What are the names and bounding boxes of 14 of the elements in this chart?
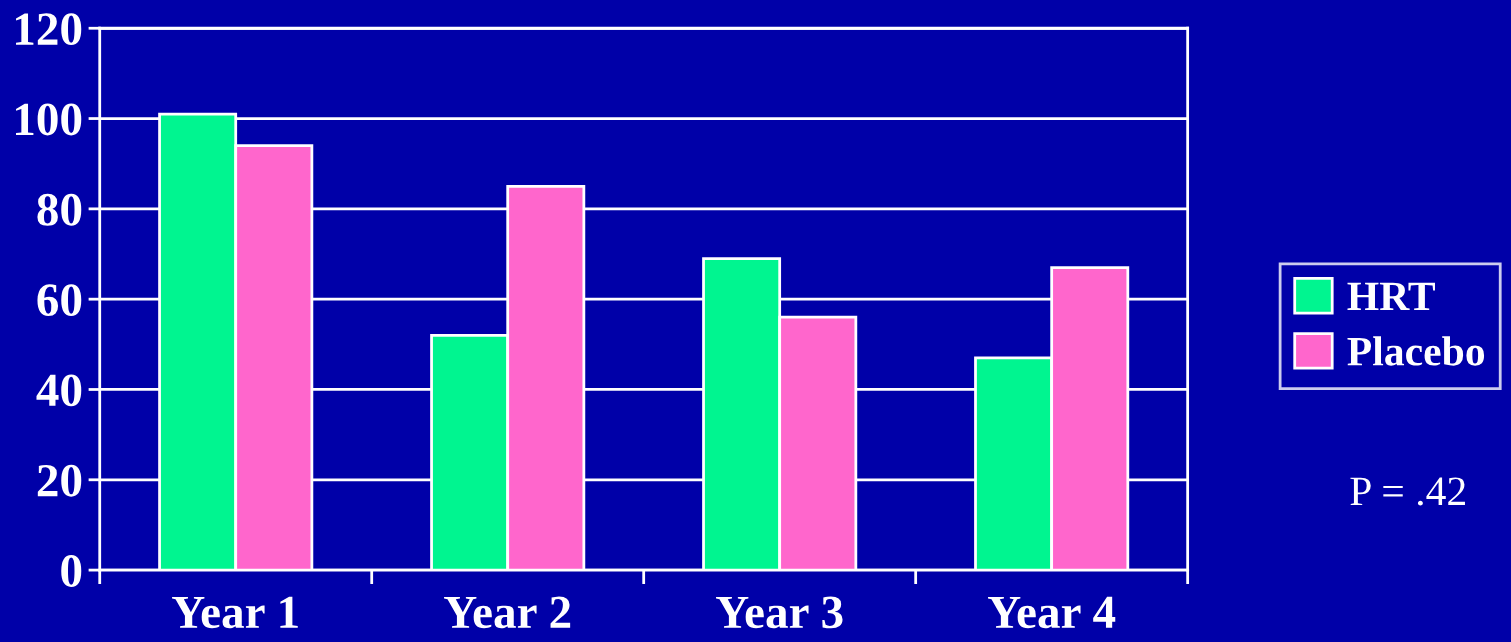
x-tick-label: Year 4	[988, 596, 1116, 629]
y-tick-label: 80	[37, 193, 82, 226]
x-tick-label: Year 2	[444, 596, 571, 629]
legend-label: Placebo	[1347, 336, 1485, 366]
y-tick-label: 60	[37, 284, 82, 317]
text: P = .42	[1350, 477, 1465, 506]
y-tick-label: 40	[36, 374, 82, 407]
x-tick-label: Year 1	[172, 596, 298, 629]
y-tick-label: 100	[16, 103, 82, 136]
x-tick-label: Year 3	[716, 596, 843, 629]
y-tick-label: 0	[61, 555, 82, 587]
y-tick-label: 20	[37, 464, 82, 497]
y-tick-label: 120	[16, 13, 82, 46]
legend-label: HRT	[1347, 282, 1435, 311]
